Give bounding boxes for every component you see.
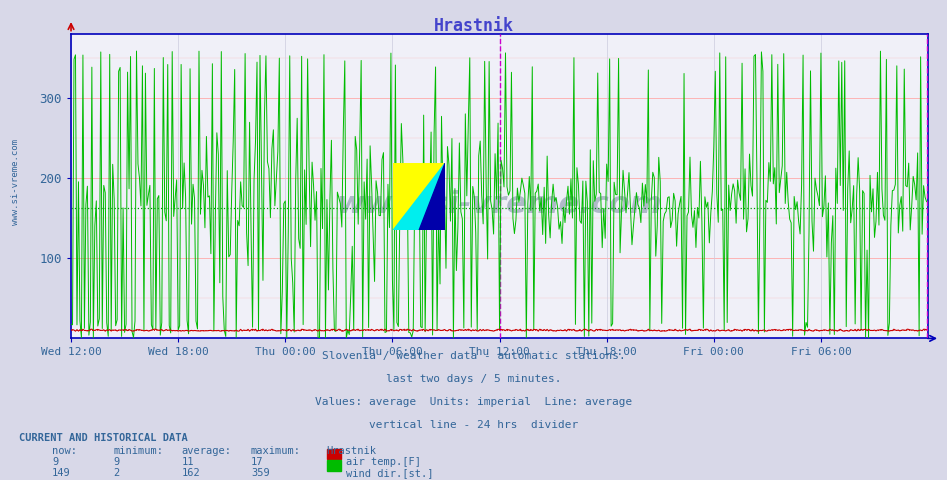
Text: www.si-vreme.com: www.si-vreme.com (11, 139, 21, 226)
Polygon shape (419, 163, 445, 230)
Text: maximum:: maximum: (251, 446, 301, 456)
Text: Slovenia / weather data - automatic stations.: Slovenia / weather data - automatic stat… (322, 351, 625, 361)
Text: vertical line - 24 hrs  divider: vertical line - 24 hrs divider (369, 420, 578, 431)
Text: CURRENT AND HISTORICAL DATA: CURRENT AND HISTORICAL DATA (19, 433, 188, 443)
Text: 11: 11 (182, 457, 194, 467)
Text: average:: average: (182, 446, 232, 456)
Text: minimum:: minimum: (114, 446, 164, 456)
Polygon shape (393, 163, 445, 230)
Text: wind dir.[st.]: wind dir.[st.] (346, 468, 433, 479)
Text: Values: average  Units: imperial  Line: average: Values: average Units: imperial Line: av… (314, 397, 633, 408)
Text: 149: 149 (52, 468, 71, 479)
Text: 359: 359 (251, 468, 270, 479)
Text: www.si-vreme.com: www.si-vreme.com (337, 190, 662, 219)
Text: last two days / 5 minutes.: last two days / 5 minutes. (385, 374, 562, 384)
Polygon shape (393, 163, 445, 230)
Text: 9: 9 (52, 457, 59, 467)
Text: 2: 2 (114, 468, 120, 479)
Text: 9: 9 (114, 457, 120, 467)
Text: Hrastnik: Hrastnik (327, 446, 377, 456)
Text: 17: 17 (251, 457, 263, 467)
Text: now:: now: (52, 446, 77, 456)
Text: 162: 162 (182, 468, 201, 479)
Text: air temp.[F]: air temp.[F] (346, 457, 420, 467)
Text: Hrastnik: Hrastnik (434, 17, 513, 35)
